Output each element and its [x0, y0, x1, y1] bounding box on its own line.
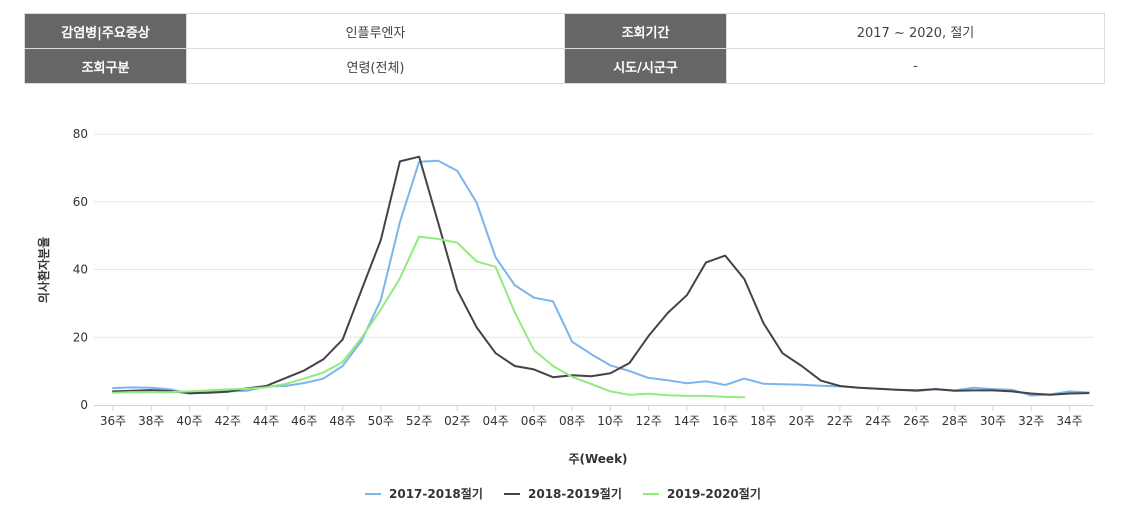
x-tick-label: 12주 — [635, 414, 661, 428]
info-row-2: 조회구분 연령(전체) 시도/시군구 - — [24, 48, 1105, 84]
x-tick-label: 06주 — [521, 414, 547, 428]
y-tick-label: 0 — [80, 398, 88, 412]
period-value: 2017 ~ 2020, 절기 — [726, 13, 1105, 49]
x-tick-label: 04주 — [482, 414, 508, 428]
series-lines — [112, 155, 1090, 399]
series-line-1[interactable] — [112, 159, 1090, 397]
x-tick-label: 42주 — [215, 414, 241, 428]
x-tick-label: 28주 — [942, 414, 968, 428]
x-tick-label: 50주 — [368, 414, 394, 428]
y-axis-title: 의사환자분율 — [36, 237, 51, 303]
x-tick-label: 26주 — [903, 414, 929, 428]
grid-lines — [94, 133, 1094, 338]
y-tick-label: 40 — [73, 263, 88, 277]
region-value: - — [726, 48, 1105, 84]
y-axis-ticks: 0 20 40 60 80 — [73, 127, 88, 412]
x-tick-label: 30주 — [980, 414, 1006, 428]
y-tick-label: 80 — [73, 127, 88, 141]
x-tick-label: 44주 — [253, 414, 279, 428]
x-tick-label: 34주 — [1056, 414, 1082, 428]
filter-info-table: 감염병|주요증상 인플루엔자 조회기간 2017 ~ 2020, 절기 조회구분… — [24, 13, 1105, 84]
x-tick-label: 20주 — [789, 414, 815, 428]
y-tick-label: 20 — [73, 330, 88, 344]
x-axis: 36주 38주 40주 42주 44주 46주 48주 50주 52주 02주 04주 06주 08주 1… — [94, 405, 1094, 428]
x-tick-label: 02주 — [444, 414, 470, 428]
x-tick-label: 46주 — [291, 414, 317, 428]
x-tick-label: 24주 — [865, 414, 891, 428]
x-tick-label: 10주 — [597, 414, 623, 428]
x-tick-label: 32주 — [1018, 414, 1044, 428]
legend: 2017-2018절기 2018-2019절기 2019-2020절기 — [365, 486, 761, 501]
category-value: 연령(전체) — [186, 48, 565, 84]
legend-item-3[interactable]: 2019-2020절기 — [667, 486, 761, 501]
x-tick-label: 18주 — [750, 414, 776, 428]
category-label: 조회구분 — [24, 48, 187, 84]
y-tick-label: 60 — [73, 195, 88, 209]
x-tick-label: 08주 — [559, 414, 585, 428]
x-tick-label: 38주 — [138, 414, 164, 428]
series-line-2[interactable] — [112, 155, 1090, 396]
x-tick-label: 14주 — [674, 414, 700, 428]
x-tick-label: 48주 — [329, 414, 355, 428]
legend-item-2[interactable]: 2018-2019절기 — [528, 486, 622, 501]
x-tick-label: 36주 — [100, 414, 126, 428]
region-label: 시도/시군구 — [564, 48, 727, 84]
x-tick-label: 16주 — [712, 414, 738, 428]
series-line-3[interactable] — [112, 235, 746, 399]
x-axis-title: 주(Week) — [568, 452, 627, 466]
info-row-1: 감염병|주요증상 인플루엔자 조회기간 2017 ~ 2020, 절기 — [24, 13, 1105, 49]
legend-item-1[interactable]: 2017-2018절기 — [389, 486, 483, 501]
x-tick-label: 22주 — [827, 414, 853, 428]
disease-label: 감염병|주요증상 — [24, 13, 187, 49]
x-tick-label: 52주 — [406, 414, 432, 428]
x-tick-label: 40주 — [176, 414, 202, 428]
